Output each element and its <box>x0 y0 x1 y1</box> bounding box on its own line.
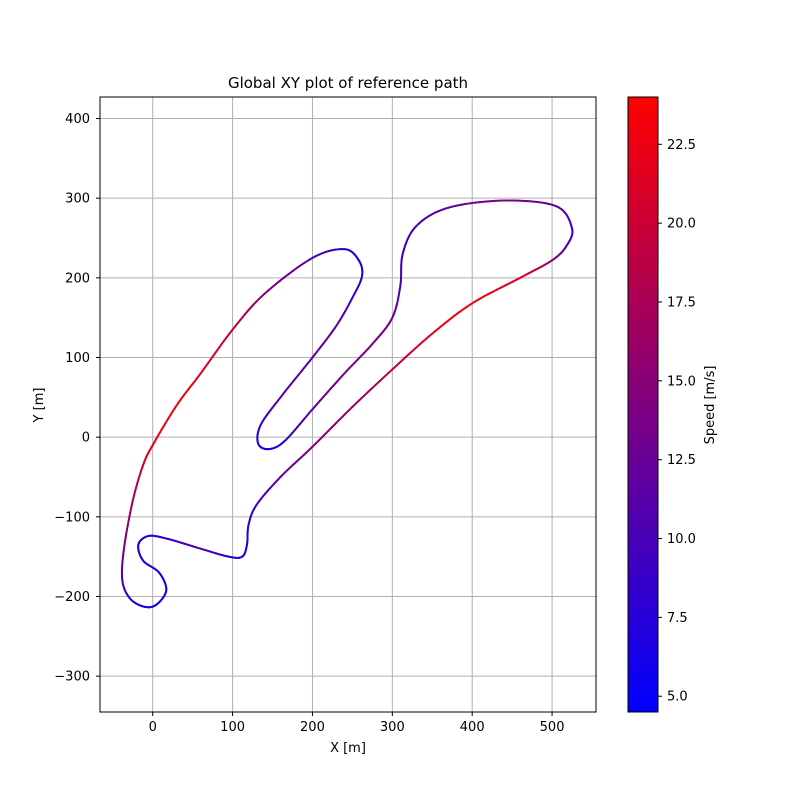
x-tick-label: 200 <box>300 720 325 735</box>
colorbar-tick-label: 15.0 <box>667 374 696 389</box>
colorbar-tick-label: 12.5 <box>667 453 696 468</box>
colorbar <box>627 96 659 713</box>
colorbar-tick-label: 20.0 <box>667 217 696 232</box>
x-axis-ticks: 0 100 200 300 400 500 <box>149 712 565 735</box>
colorbar-tick-label: 5.0 <box>667 690 688 705</box>
x-axis-label: X [m] <box>330 741 366 756</box>
y-axis-ticks: −300 −200 −100 0 100 200 300 400 <box>54 112 100 685</box>
colorbar-tick-label: 10.0 <box>667 532 696 547</box>
y-tick-label: −100 <box>54 510 90 525</box>
x-tick-label: 500 <box>540 720 565 735</box>
grid-lines <box>100 97 596 712</box>
y-axis-label: Y [m] <box>32 388 47 424</box>
y-tick-label: 0 <box>82 431 90 446</box>
colorbar-ticks: 5.0 7.5 10.0 12.5 15.0 17.5 20.0 22.5 <box>658 138 696 705</box>
colorbar-tick-label: 7.5 <box>667 611 688 626</box>
y-tick-label: 400 <box>65 112 90 127</box>
x-tick-label: 300 <box>380 720 405 735</box>
y-tick-label: 200 <box>65 271 90 286</box>
plot-area-frame <box>99 96 597 713</box>
chart-title: Global XY plot of reference path <box>228 74 468 92</box>
reference-path <box>120 199 574 609</box>
colorbar-label: Speed [m/s] <box>703 366 718 445</box>
x-tick-label: 0 <box>149 720 157 735</box>
y-tick-label: −300 <box>54 670 90 685</box>
path-segment <box>150 444 154 449</box>
y-tick-label: 300 <box>65 192 90 207</box>
x-tick-label: 400 <box>460 720 485 735</box>
x-tick-label: 100 <box>220 720 245 735</box>
colorbar-tick-label: 17.5 <box>667 296 696 311</box>
y-tick-label: 100 <box>65 351 90 366</box>
y-tick-label: −200 <box>54 590 90 605</box>
colorbar-tick-label: 22.5 <box>667 138 696 153</box>
